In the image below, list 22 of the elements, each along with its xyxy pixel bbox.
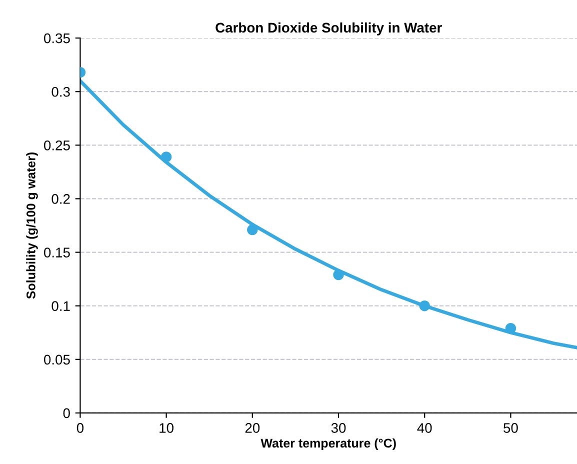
y-tick-label: 0.05 [44,354,70,365]
line-series [80,79,577,350]
x-tick-label: 30 [331,423,346,433]
point [333,269,344,280]
y-tick-label: 0 [63,408,70,418]
chart-title: Carbon Dioxide Solubility in Water [216,22,442,36]
point [247,224,258,236]
x-axis-title: Water temperature (°C) [260,438,396,450]
x-tick-label: 0 [76,423,84,433]
y-tick-label: 0.15 [44,248,70,258]
y-tick-label: 0.35 [44,33,70,44]
point [419,300,430,312]
point [160,152,172,162]
y-axis-title: Solubility (g/100 g water) [26,152,38,299]
y-tick-label: 0.3 [52,86,70,97]
x-tick-label: 40 [417,423,432,433]
y-tick-label: 0.25 [44,140,70,150]
y-tick-label: 0.2 [52,194,70,204]
y-tick-label: 0.1 [52,301,70,312]
x-tick-label: 20 [245,423,260,433]
x-tick-label: 10 [160,423,174,433]
x-tick-label: 50 [504,423,518,433]
